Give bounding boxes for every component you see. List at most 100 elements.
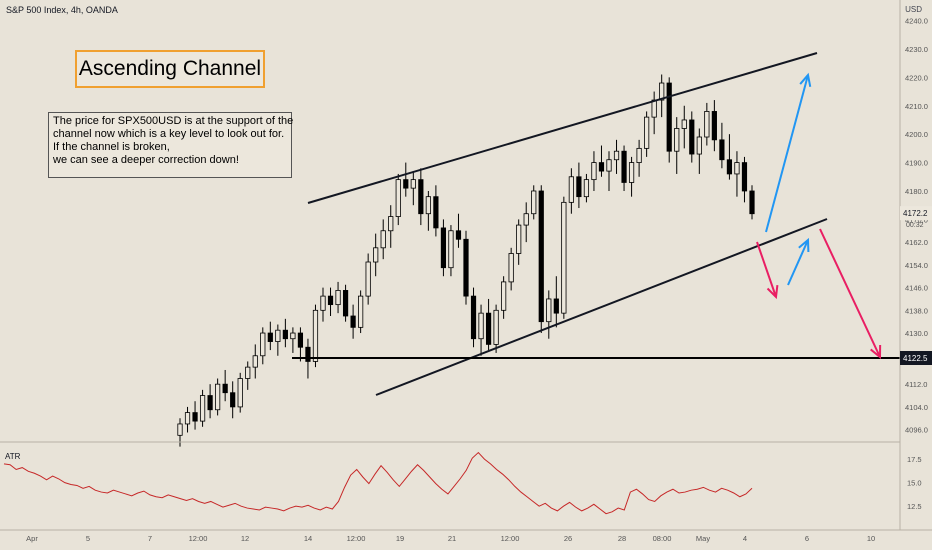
candle-bear: [267, 332, 273, 342]
note-line: If the channel is broken,: [53, 141, 170, 153]
candle-bull: [358, 295, 364, 328]
time-tick-label: 12:00: [347, 534, 366, 543]
candle-bear: [749, 190, 755, 215]
channel-upper-line: [307, 52, 818, 204]
candle-bull: [546, 298, 552, 323]
atr-panel: ATR 17.5 15.0 12.5: [3, 451, 922, 515]
time-tick-label: May: [696, 534, 710, 543]
time-tick-label: 6: [805, 534, 809, 543]
candle-bull: [681, 119, 687, 129]
candle-bear: [726, 159, 733, 175]
note-line: channel now which is a key level to look…: [53, 128, 285, 140]
candle-bear: [440, 227, 447, 269]
candle-bull: [606, 159, 612, 172]
atr-line: [3, 451, 753, 515]
channel-lower-line: [375, 218, 828, 396]
candle-bear: [538, 190, 544, 323]
candle-bear: [297, 332, 304, 348]
atr-tick-label: 15.0: [907, 479, 922, 488]
candle-bear: [342, 290, 349, 317]
price-tick-label: 4220.0: [905, 73, 928, 82]
price-tick-label: 4200.0: [905, 130, 928, 139]
candle-bear: [433, 196, 439, 229]
current-price-tag: 4172.2: [900, 206, 932, 221]
price-tag-text: 4122.5: [903, 354, 928, 363]
atr-tick-label: 17.5: [907, 455, 922, 464]
price-tick-label: 4146.0: [905, 284, 928, 293]
price-tick-label: 4230.0: [905, 45, 928, 54]
price-tick-label: 4210.0: [905, 102, 928, 111]
candle-bull: [516, 224, 522, 254]
candle-bull: [320, 295, 326, 311]
candle-bull: [696, 136, 702, 155]
bull-arrow-rebound: [787, 237, 810, 286]
time-tick-label: 08:00: [653, 534, 672, 543]
candle-bear: [576, 176, 582, 198]
candle-bull: [583, 179, 590, 198]
candle-bull: [591, 162, 597, 181]
arrow-shaft: [765, 74, 809, 233]
candle-bull: [478, 312, 484, 340]
price-tick-label: 4112.0: [905, 380, 927, 389]
candle-bear: [711, 111, 717, 141]
candle-bull: [613, 150, 620, 161]
time-tick-label: 14: [304, 534, 312, 543]
candle-bear: [621, 150, 627, 183]
candle-bull: [636, 147, 642, 163]
candle-bull: [335, 290, 341, 306]
candle-bear: [463, 238, 469, 297]
candle-bull: [260, 332, 266, 357]
candle-bear: [455, 230, 462, 240]
candle-bull: [651, 99, 657, 118]
candle-bear: [689, 119, 695, 155]
atr-tick-label: 12.5: [907, 502, 922, 511]
candle-bull: [493, 309, 499, 345]
bear-arrow-drop: [756, 241, 779, 300]
candle-bull: [659, 82, 665, 101]
arrow-head: [798, 237, 810, 253]
candle-bull: [568, 176, 574, 203]
time-tick-label: 4: [743, 534, 747, 543]
atr-label: ATR: [5, 452, 21, 461]
candle-bull: [388, 216, 394, 232]
candle-bull: [628, 162, 635, 183]
price-tick-label: 4190.0: [905, 159, 928, 168]
countdown-label: 00:32: [906, 222, 924, 229]
arrow-shaft: [819, 228, 881, 358]
time-tick-label: 7: [148, 534, 152, 543]
price-tag-bg: [900, 351, 932, 365]
candle-bear: [719, 139, 725, 161]
candle-bull: [380, 230, 386, 249]
candle-bear: [305, 346, 311, 362]
time-tick-label: 19: [396, 534, 404, 543]
price-tick-label: 4138.0: [905, 306, 928, 315]
candle-bear: [207, 395, 213, 411]
candle-bull: [501, 281, 507, 311]
symbol-title: S&P 500 Index, 4h, OANDA: [6, 5, 118, 15]
time-tick-label: 12: [241, 534, 249, 543]
annotation-title-box[interactable]: Ascending Channel: [75, 50, 265, 88]
candle-bear: [222, 383, 228, 394]
candle-bull: [245, 366, 251, 379]
time-tick-label: 21: [448, 534, 456, 543]
price-tick-label: 4240.0: [905, 17, 928, 26]
arrow-head: [799, 72, 812, 87]
candle-bull: [252, 355, 258, 368]
candle-bull: [561, 201, 567, 314]
price-tick-label: 4130.0: [905, 329, 928, 338]
candle-bear: [327, 295, 334, 306]
candle-bull: [373, 247, 379, 263]
candle-bull: [508, 253, 514, 283]
annotation-note-box[interactable]: The price for SPX500USD is at the suppor…: [48, 112, 293, 178]
time-tick-label: 5: [86, 534, 90, 543]
candle-bull: [644, 116, 650, 149]
candle-bear: [350, 315, 356, 328]
arrow-head: [766, 284, 779, 300]
price-tag-text: 4172.2: [903, 209, 928, 218]
arrow-shaft: [756, 241, 777, 298]
arrow-head: [870, 344, 882, 360]
candle-bear: [553, 298, 559, 314]
time-tick-label: Apr: [26, 534, 38, 543]
candle-bull: [531, 190, 537, 215]
